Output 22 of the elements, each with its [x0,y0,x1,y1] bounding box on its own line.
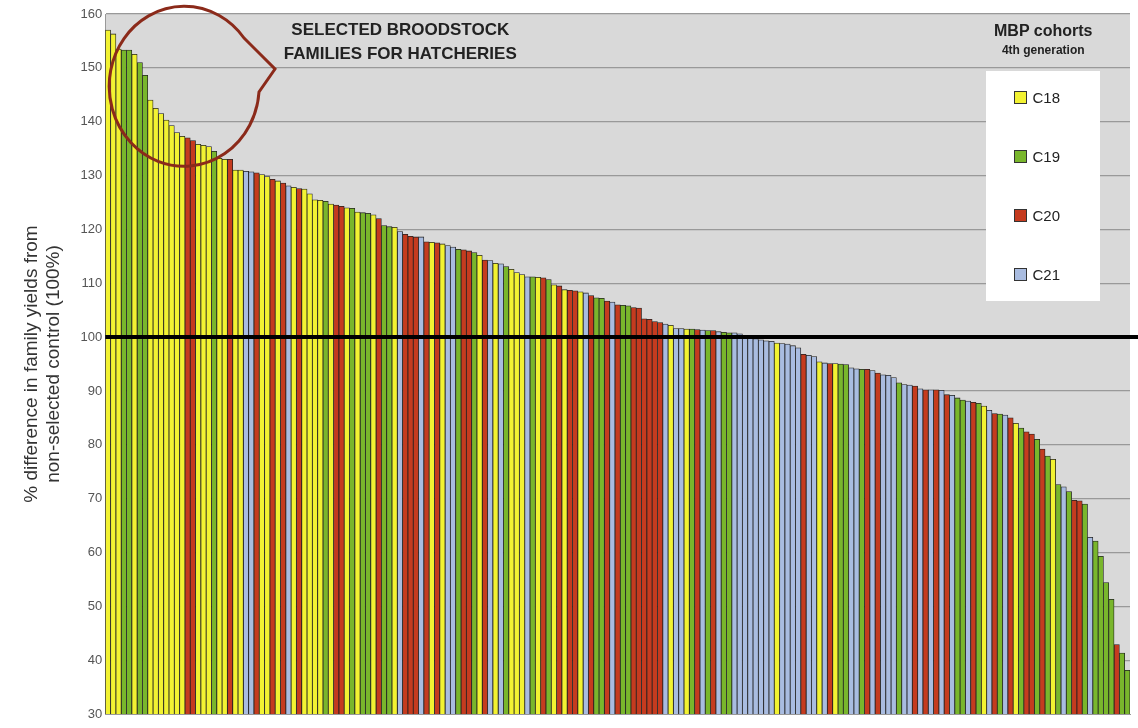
y-tick-label: 50 [87,597,103,613]
y-tick-label: 80 [87,436,103,452]
y-tick-label: 130 [80,167,103,183]
y-tick-label: 60 [87,544,103,560]
y-tick-label: 160 [80,5,103,21]
legend-label: C20 [1032,207,1060,224]
y-axis-title: % difference in family yields from non-selected control (100%) [19,225,64,503]
legend-label: C19 [1032,148,1060,165]
y-tick-label: 100 [80,328,103,344]
legend-title: MBP cohorts [993,22,1094,40]
y-tick-label: 70 [87,490,103,506]
y-tick-label: 40 [87,651,103,667]
legend-label: C21 [1032,266,1060,283]
y-tick-label: 140 [80,113,103,129]
y-tick-label: 150 [80,59,103,75]
y-tick-label: 30 [87,705,103,721]
legend-label: C18 [1032,89,1060,106]
annotation: 4th generation [1000,43,1086,57]
y-tick-label: 120 [80,220,103,236]
y-tick-label: 90 [87,382,103,398]
y-tick-label: 110 [81,274,103,290]
annotation: SELECTED BROODSTOCK FAMILIES FOR HATCHERIES [282,19,518,65]
